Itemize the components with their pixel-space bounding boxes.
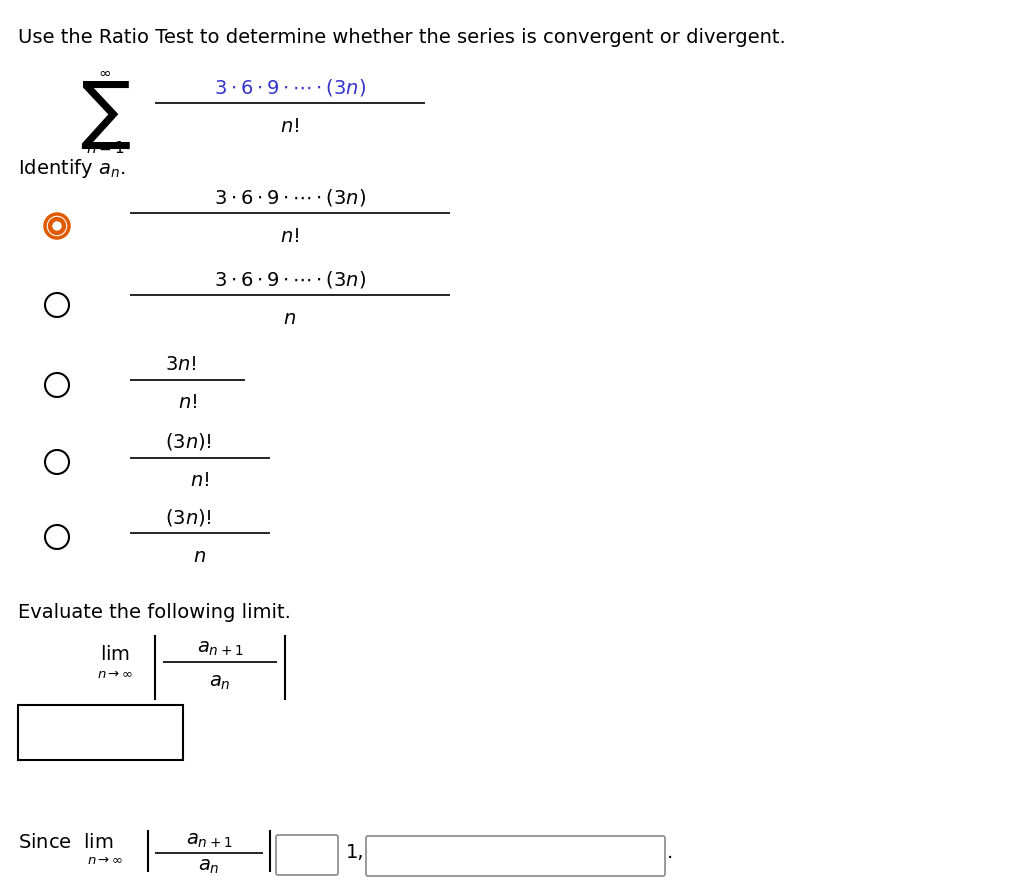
- FancyBboxPatch shape: [18, 705, 183, 760]
- Text: $a_{n+1}$: $a_{n+1}$: [197, 638, 244, 658]
- Text: $n$: $n$: [284, 308, 297, 328]
- Text: $a_{n+1}$: $a_{n+1}$: [185, 831, 232, 849]
- Circle shape: [53, 222, 61, 230]
- Text: $a_n$: $a_n$: [199, 857, 220, 876]
- Text: $<$: $<$: [288, 848, 304, 863]
- FancyBboxPatch shape: [366, 836, 665, 876]
- Text: $(3n)!$: $(3n)!$: [165, 432, 212, 452]
- Circle shape: [48, 217, 66, 235]
- Text: $3 \cdot 6 \cdot 9 \cdot \cdots \cdot (3n)$: $3 \cdot 6 \cdot 9 \cdot \cdots \cdot (3…: [214, 187, 367, 208]
- Text: Evaluate the following limit.: Evaluate the following limit.: [18, 602, 291, 622]
- Text: the series is convergent: the series is convergent: [413, 849, 597, 864]
- Text: $a_n$: $a_n$: [209, 673, 230, 691]
- Text: $\sum$: $\sum$: [80, 79, 130, 150]
- Text: $n = 1$: $n = 1$: [86, 140, 124, 156]
- Text: $n$: $n$: [194, 547, 207, 565]
- Text: $n!$: $n!$: [190, 471, 210, 489]
- Text: $n \to \infty$: $n \to \infty$: [87, 854, 123, 866]
- Text: Use the Ratio Test to determine whether the series is convergent or divergent.: Use the Ratio Test to determine whether …: [18, 28, 785, 47]
- Text: $n \to \infty$: $n \to \infty$: [97, 668, 133, 682]
- Text: $n!$: $n!$: [178, 393, 198, 411]
- Text: $n!$: $n!$: [281, 117, 300, 135]
- Text: $3n!$: $3n!$: [165, 356, 197, 374]
- Text: $\lim$: $\lim$: [100, 645, 130, 665]
- Text: $\vee$: $\vee$: [318, 850, 326, 860]
- Text: $3 \cdot 6 \cdot 9 \cdot \cdots \cdot (3n)$: $3 \cdot 6 \cdot 9 \cdot \cdots \cdot (3…: [214, 78, 367, 99]
- Text: $3 \cdot 6 \cdot 9 \cdot \cdots \cdot (3n)$: $3 \cdot 6 \cdot 9 \cdot \cdots \cdot (3…: [214, 269, 367, 291]
- Text: .: .: [667, 843, 673, 863]
- Text: $\infty$: $\infty$: [98, 64, 112, 79]
- Text: $\vee$: $\vee$: [644, 851, 652, 861]
- Text: Identify $a_n$$.$: Identify $a_n$$.$: [18, 156, 125, 179]
- Text: Since  $\lim$: Since $\lim$: [18, 833, 114, 851]
- Text: $(3n)!$: $(3n)!$: [165, 507, 212, 527]
- Text: 1,: 1,: [346, 843, 365, 863]
- Text: $n!$: $n!$: [281, 227, 300, 245]
- FancyBboxPatch shape: [276, 835, 338, 875]
